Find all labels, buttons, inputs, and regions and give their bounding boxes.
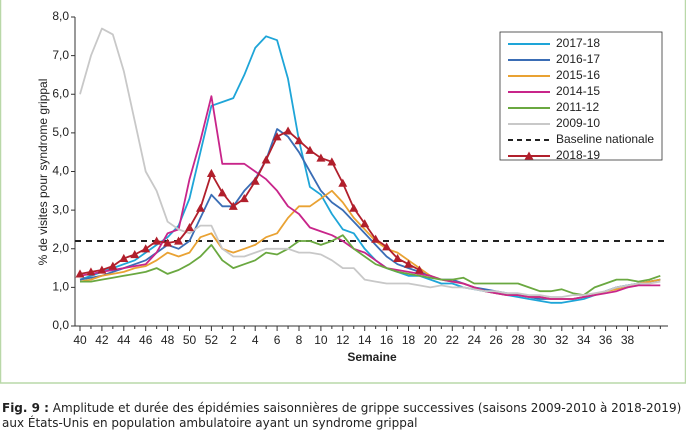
point-marker xyxy=(86,267,96,276)
legend-label: 2015-16 xyxy=(556,68,600,82)
x-axis-label: Semaine xyxy=(347,350,397,364)
series-line xyxy=(79,27,661,298)
point-marker xyxy=(371,234,381,243)
caption: Fig. 9 : Amplitude et durée des épidémie… xyxy=(2,401,686,430)
point-marker xyxy=(414,265,424,274)
legend-box xyxy=(499,31,663,161)
x-tick-label: 24 xyxy=(468,333,482,347)
point-marker xyxy=(97,265,107,274)
legend-label: 2017-18 xyxy=(556,36,600,50)
point-marker xyxy=(228,201,238,210)
y-tick-label: 6,0 xyxy=(52,86,69,100)
x-tick-label: 26 xyxy=(489,333,503,347)
y-tick-label: 3,0 xyxy=(52,202,69,216)
legend-label: 2011-12 xyxy=(556,100,599,114)
point-marker xyxy=(349,203,359,212)
x-tick-label: 42 xyxy=(95,333,109,347)
point-marker xyxy=(393,253,403,263)
point-marker xyxy=(185,223,194,232)
caption-label: Fig. 9 : xyxy=(2,401,49,415)
y-tick-label: 1,0 xyxy=(52,280,69,294)
point-marker xyxy=(239,194,249,203)
series-line xyxy=(80,234,661,296)
series-line xyxy=(79,95,661,300)
point-marker xyxy=(272,132,282,141)
legend-label: 2016-17 xyxy=(556,52,600,66)
legend-label: 2014-15 xyxy=(556,84,600,98)
point-marker xyxy=(338,178,348,187)
x-tick-label: 28 xyxy=(511,333,525,347)
point-marker xyxy=(108,261,118,270)
point-marker xyxy=(163,238,173,247)
x-tick-label: 4 xyxy=(252,333,259,347)
point-marker xyxy=(294,136,304,145)
point-marker xyxy=(261,155,271,164)
point-marker xyxy=(130,250,140,259)
point-marker xyxy=(316,153,326,162)
point-marker xyxy=(382,242,392,251)
legend-label: Baseline nationale xyxy=(556,132,654,146)
y-tick-label: 8,0 xyxy=(52,9,69,23)
x-tick-label: 16 xyxy=(380,333,394,347)
point-marker xyxy=(360,219,370,228)
x-tick-label: 48 xyxy=(161,333,175,347)
legend-label: 2018-19 xyxy=(556,148,600,162)
x-tick-label: 10 xyxy=(314,333,328,347)
point-marker xyxy=(327,157,337,166)
point-marker xyxy=(119,253,129,263)
y-tick-label: 5,0 xyxy=(52,125,69,139)
x-tick-label: 6 xyxy=(274,333,281,347)
point-marker xyxy=(174,236,184,245)
point-marker xyxy=(217,188,227,197)
chart: Semaine % de visites pour syndrome gripp… xyxy=(0,0,686,384)
point-marker xyxy=(305,145,315,154)
x-tick-label: 18 xyxy=(402,333,416,347)
x-tick-label: 22 xyxy=(446,333,460,347)
y-tick-label: 0,0 xyxy=(52,318,69,332)
x-tick-label: 8 xyxy=(296,333,303,347)
x-tick-label: 52 xyxy=(205,333,219,347)
y-tick-label: 4,0 xyxy=(52,164,69,178)
point-marker xyxy=(283,126,293,135)
x-tick-label: 34 xyxy=(577,333,591,347)
x-tick-label: 46 xyxy=(139,333,153,347)
x-tick-label: 50 xyxy=(183,333,197,347)
point-marker xyxy=(75,269,85,278)
point-marker xyxy=(206,168,216,178)
point-marker xyxy=(141,244,151,253)
x-tick-label: 40 xyxy=(73,333,87,347)
x-tick-label: 20 xyxy=(424,333,438,347)
point-marker xyxy=(404,259,413,268)
y-tick-label: 7,0 xyxy=(52,48,69,62)
legend-marker xyxy=(524,151,534,160)
y-tick-label: 2,0 xyxy=(52,241,69,255)
x-tick-label: 12 xyxy=(336,333,350,347)
y-axis-label: % de visites pour syndrome grippal xyxy=(36,79,50,266)
legend-label: 2009-10 xyxy=(556,116,600,130)
point-marker xyxy=(152,236,162,245)
x-tick-label: 44 xyxy=(117,333,131,347)
x-tick-label: 38 xyxy=(621,333,635,347)
caption-text: Amplitude et durée des épidémies saisonn… xyxy=(2,401,682,430)
x-tick-label: 2 xyxy=(230,333,237,347)
point-marker xyxy=(195,203,205,212)
x-tick-label: 36 xyxy=(599,333,613,347)
x-tick-label: 14 xyxy=(358,333,372,347)
x-tick-label: 32 xyxy=(555,333,569,347)
point-marker xyxy=(250,176,260,185)
x-tick-label: 30 xyxy=(533,333,547,347)
